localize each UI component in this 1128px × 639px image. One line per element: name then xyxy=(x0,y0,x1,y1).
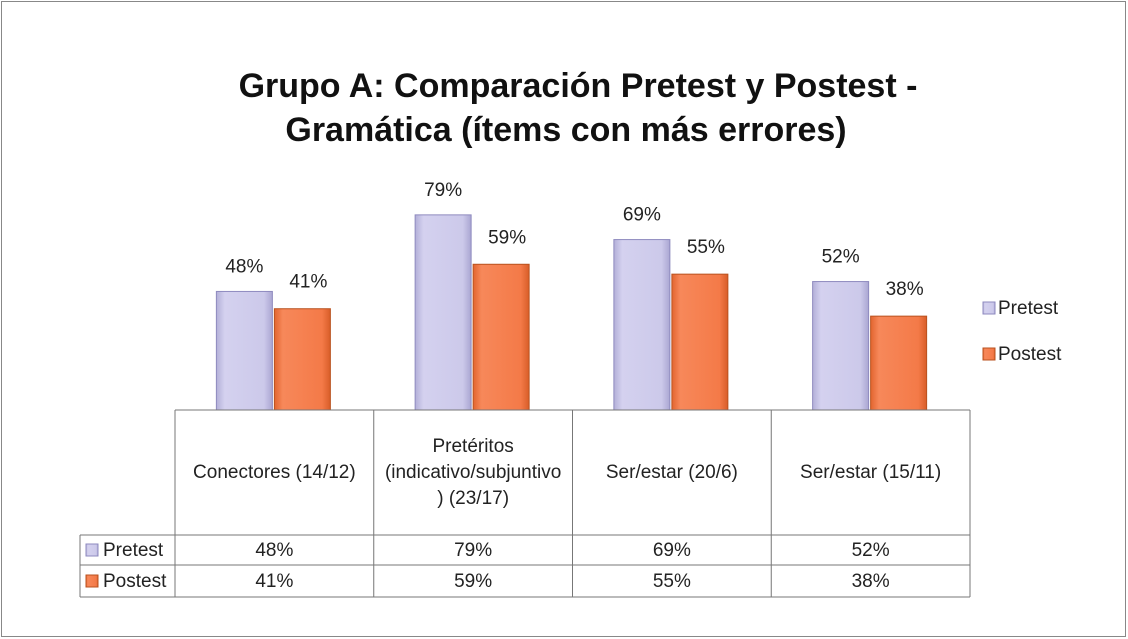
legend-label: Postest xyxy=(998,344,1062,365)
bar xyxy=(273,308,331,411)
x-tick-label: Ser/estar (20/6) xyxy=(605,461,738,483)
table-legend-key xyxy=(85,543,99,557)
table-cell: 69% xyxy=(653,540,691,561)
bar xyxy=(414,214,472,411)
table-row-label: Pretest xyxy=(103,540,164,561)
bar xyxy=(215,290,273,411)
table-cell: 79% xyxy=(454,540,492,561)
data-label: 79% xyxy=(424,180,462,201)
category-cell: Conectores (14/12) xyxy=(193,461,356,483)
table-cell: 55% xyxy=(653,571,691,592)
chart-subtitle: Gramática (ítems con más errores) xyxy=(285,111,846,149)
table-cell: 52% xyxy=(852,540,890,561)
bar xyxy=(472,263,530,411)
legend-key xyxy=(982,347,996,361)
x-tick-label: Pretéritos (indicativo/subjuntivo) (23/1… xyxy=(384,435,562,509)
table-cell: 48% xyxy=(255,540,293,561)
data-label: 38% xyxy=(886,279,924,300)
bar xyxy=(671,273,729,411)
category-cell: Ser/estar (15/11) xyxy=(800,461,942,483)
bar xyxy=(870,315,928,411)
data-label: 52% xyxy=(822,247,860,268)
category-cell: Ser/estar (20/6) xyxy=(605,461,738,483)
data-label: 59% xyxy=(488,227,526,248)
chart-title: Grupo A: Comparación Pretest y Postest - xyxy=(239,67,918,105)
table-cell: 41% xyxy=(255,571,293,592)
table-cell: 38% xyxy=(852,571,890,592)
data-label: 55% xyxy=(687,237,725,258)
data-label: 48% xyxy=(225,256,263,277)
legend-key xyxy=(982,301,996,315)
x-tick-label: Conectores (14/12) xyxy=(193,461,356,483)
table-row-label: Postest xyxy=(103,571,167,592)
table-legend-key xyxy=(85,574,99,588)
x-tick-label: Ser/estar (15/11) xyxy=(800,461,942,483)
data-label: 41% xyxy=(289,272,327,293)
bar xyxy=(613,239,671,411)
table-cell: 59% xyxy=(454,571,492,592)
category-cell: Pretéritos (indicativo/subjuntivo) (23/1… xyxy=(384,435,562,509)
bar xyxy=(812,281,870,411)
legend-label: Pretest xyxy=(998,298,1059,319)
data-label: 69% xyxy=(623,205,661,226)
